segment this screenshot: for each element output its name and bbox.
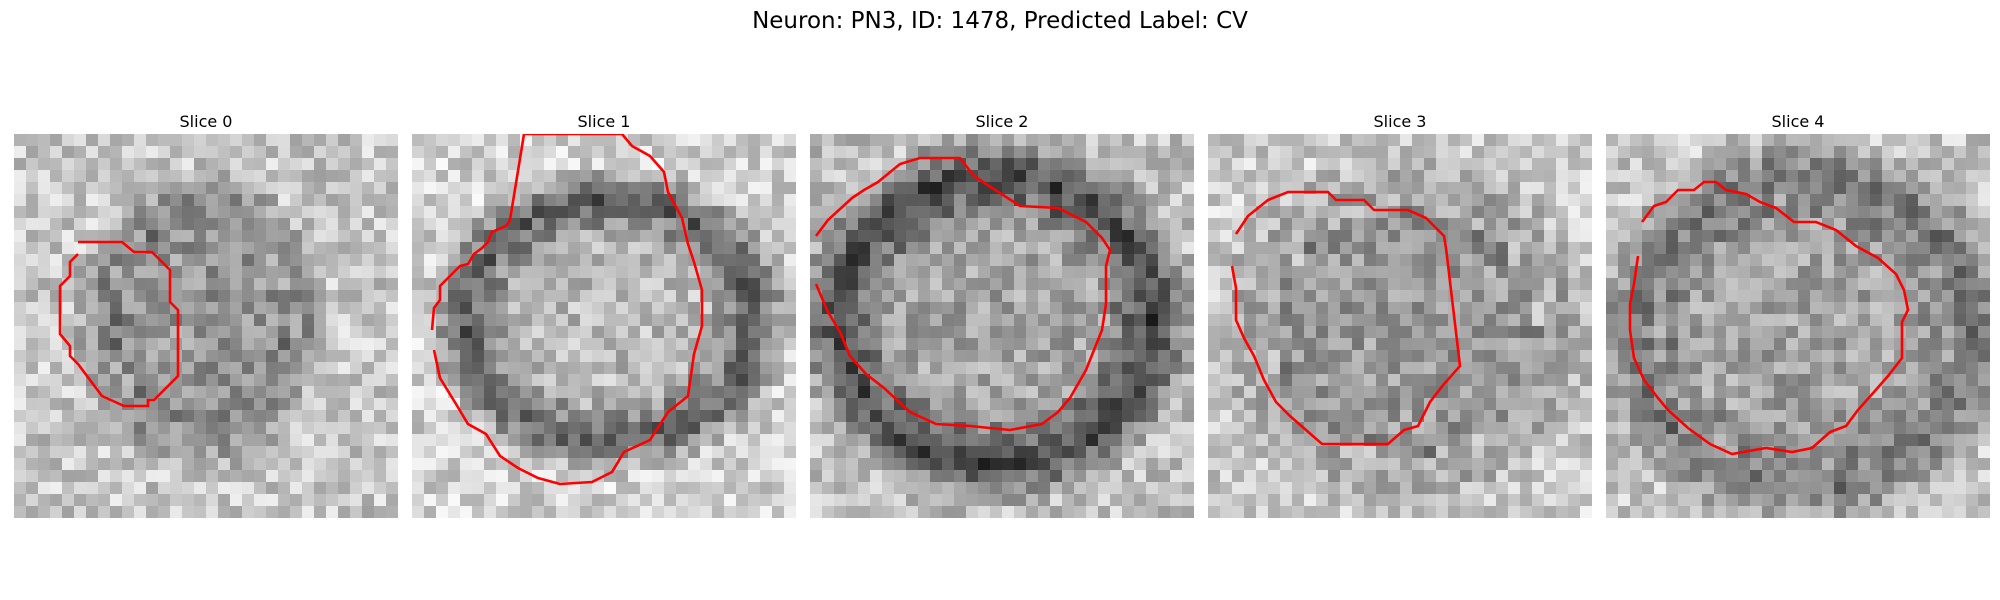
segmentation-contour	[1230, 190, 1462, 446]
panel-title: Slice 1	[577, 112, 631, 131]
panel-slice-4: Slice 4	[1606, 110, 1990, 518]
segmentation-contour	[430, 134, 704, 486]
figure-title: Neuron: PN3, ID: 1478, Predicted Label: …	[752, 8, 1248, 34]
slice-image	[1208, 134, 1592, 518]
panel-title: Slice 3	[1373, 112, 1427, 131]
panel-slice-0: Slice 0	[14, 110, 398, 518]
pixel-grid	[810, 134, 1194, 518]
segmentation-contour	[814, 156, 1112, 432]
pixel-grid	[412, 134, 796, 518]
panel-slice-1: Slice 1	[412, 110, 796, 518]
slice-image	[1606, 134, 1990, 518]
panel-title: Slice 2	[975, 112, 1029, 131]
panel-slice-2: Slice 2	[810, 110, 1194, 518]
pixel-grid	[1606, 134, 1990, 518]
panel-slice-3: Slice 3	[1208, 110, 1592, 518]
panel-title: Slice 4	[1771, 112, 1825, 131]
pixel-grid	[14, 134, 398, 518]
pixel-grid	[1208, 134, 1592, 518]
segmentation-contour	[58, 240, 180, 408]
panel-title: Slice 0	[179, 112, 233, 131]
slice-image	[810, 134, 1194, 518]
slice-image	[412, 134, 796, 518]
segmentation-contour	[1628, 180, 1910, 456]
slice-image	[14, 134, 398, 518]
